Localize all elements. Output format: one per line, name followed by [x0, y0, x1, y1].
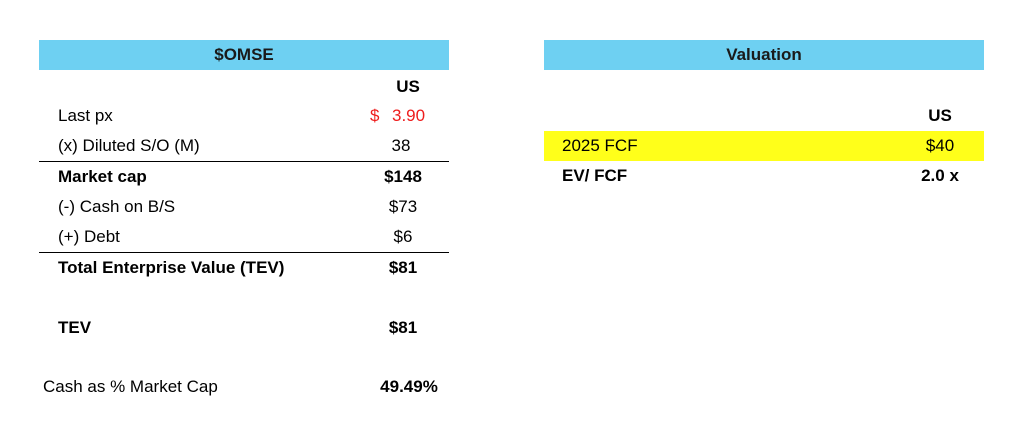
row-market-cap: Market cap $148 [0, 162, 460, 192]
row-label: Market cap [58, 167, 147, 186]
row-label: 2025 FCF [562, 136, 638, 155]
row-value: 2.0 x [921, 166, 959, 185]
row-cash: (-) Cash on B/S $73 [0, 192, 460, 222]
right-col-header: US [900, 101, 980, 131]
row-value: $6 [393, 227, 413, 246]
row-label: TEV [58, 318, 92, 337]
row-debt: (+) Debt $6 [0, 222, 460, 252]
row-value: 49.49% [380, 377, 438, 396]
row-value: 38 [391, 136, 411, 155]
row-value: $81 [388, 318, 418, 337]
row-label: Last px [58, 106, 113, 125]
divider-1 [39, 161, 449, 162]
row-last-px: Last px $ 3.90 [0, 101, 460, 131]
row-label: (x) Diluted S/O (M) [58, 136, 200, 155]
right-col-header-label: US [928, 106, 952, 125]
row-value: $148 [384, 167, 422, 186]
row-tev: TEV $81 [0, 313, 460, 343]
price-value: 3.90 [392, 106, 426, 125]
row-cash-pct: Cash as % Market Cap 49.49% [0, 372, 460, 402]
row-label: (+) Debt [58, 227, 120, 246]
row-value: $73 [388, 197, 418, 216]
row-value: $81 [388, 258, 418, 277]
left-col-header-label: US [396, 77, 420, 96]
row-label: Cash as % Market Cap [43, 377, 218, 396]
row-label: (-) Cash on B/S [58, 197, 176, 216]
row-label: Total Enterprise Value (TEV) [58, 258, 285, 277]
row-ev-fcf: EV/ FCF 2.0 x [544, 161, 984, 191]
row-tev-total: Total Enterprise Value (TEV) $81 [0, 253, 460, 283]
row-label: EV/ FCF [562, 166, 628, 185]
price-currency: $ [370, 106, 380, 125]
row-value: $40 [925, 136, 955, 155]
row-diluted-so: (x) Diluted S/O (M) 38 [0, 131, 460, 161]
valuation-header: Valuation [544, 40, 984, 70]
row-fcf: 2025 FCF $40 [544, 131, 984, 161]
omse-header: $OMSE [39, 40, 449, 70]
divider-2 [39, 252, 449, 253]
left-col-header: US [370, 72, 446, 102]
fcf-highlight [544, 131, 984, 161]
